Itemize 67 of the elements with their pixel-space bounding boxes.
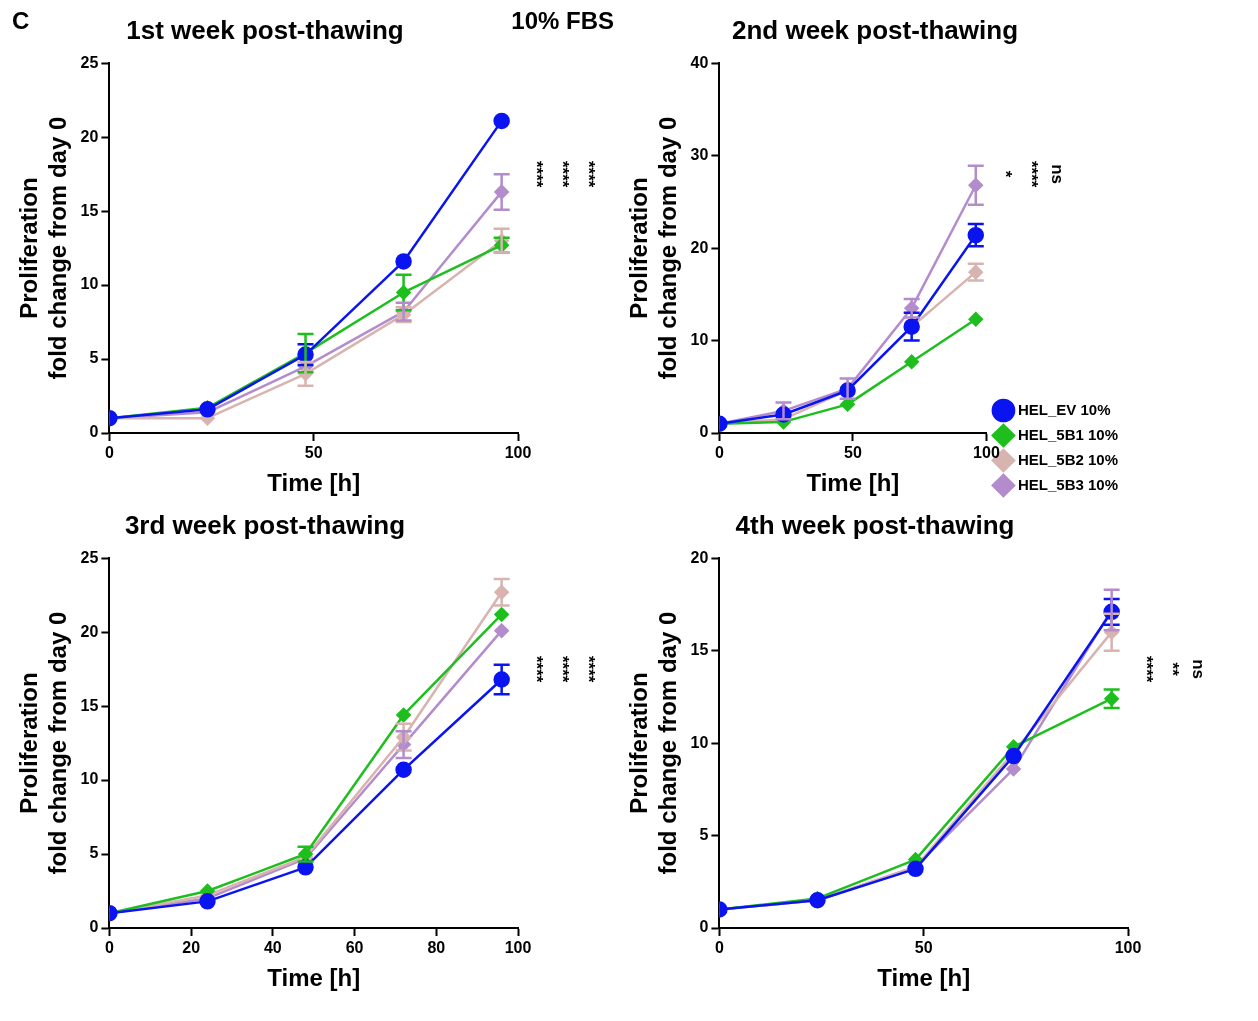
y-tick-label: 20 <box>690 238 709 256</box>
x-tick-label: 100 <box>504 939 532 957</box>
y-tick-label: 20 <box>80 127 99 145</box>
y-tick-label: 5 <box>89 844 99 862</box>
y-tick-label: 0 <box>89 918 99 936</box>
text: **** <box>1137 655 1157 683</box>
x-tick-label: 100 <box>1114 939 1142 957</box>
y-tick-label: 5 <box>89 349 99 367</box>
y-tick-label: 15 <box>690 641 709 659</box>
x-tick-label: 80 <box>427 939 446 957</box>
legend-label: HEL_5B3 10% <box>1017 475 1119 493</box>
y-tick-label: 0 <box>699 423 709 441</box>
x-tick-label: 0 <box>714 939 724 957</box>
y-tick-label: 30 <box>690 146 709 164</box>
y-axis-title: Proliferation fold change from day 0 <box>15 116 71 380</box>
y-tick-label: 15 <box>80 201 99 219</box>
chart-title: 3rd week post-thawing <box>124 509 406 540</box>
legend-label: HEL_5B2 10% <box>1017 450 1119 468</box>
text: **** <box>579 655 599 683</box>
x-tick-label: 0 <box>714 444 724 462</box>
y-tick-label: 10 <box>690 733 709 751</box>
text: **** <box>553 655 573 683</box>
text: **** <box>1021 160 1041 188</box>
x-tick-label: 50 <box>304 444 323 462</box>
x-axis-title: Time [h] <box>806 469 900 497</box>
x-axis-title: Time [h] <box>267 964 361 992</box>
y-tick-label: 25 <box>80 548 99 566</box>
y-tick-label: 10 <box>80 275 99 293</box>
x-tick-label: 50 <box>914 939 933 957</box>
text: C <box>12 6 30 34</box>
x-tick-label: 50 <box>844 444 862 462</box>
y-tick-label: 15 <box>80 696 99 714</box>
x-tick-label: 0 <box>104 939 114 957</box>
text: ns <box>1189 659 1209 680</box>
x-axis-title: Time [h] <box>267 469 361 497</box>
x-tick-label: 60 <box>345 939 364 957</box>
y-tick-label: 10 <box>690 330 709 348</box>
y-tick-label: 0 <box>89 423 99 441</box>
x-tick-label: 40 <box>263 939 282 957</box>
text: 10% FBS <box>511 6 614 34</box>
y-tick-label: 25 <box>80 53 99 71</box>
text: * <box>995 170 1015 178</box>
chart-title: 4th week post-thawing <box>735 509 1015 540</box>
y-axis-title: Proliferation fold change from day 0 <box>15 611 71 875</box>
x-axis-title: Time [h] <box>877 964 971 992</box>
chart-title: 2nd week post-thawing <box>731 14 1019 45</box>
text: **** <box>527 655 547 683</box>
x-tick-label: 0 <box>104 444 114 462</box>
chart-title: 1st week post-thawing <box>126 14 404 45</box>
text: ** <box>1163 662 1183 677</box>
y-tick-label: 20 <box>80 622 99 640</box>
legend-label: HEL_5B1 10% <box>1017 425 1119 443</box>
y-tick-label: 0 <box>699 918 709 936</box>
text: ns <box>1047 164 1067 185</box>
text: **** <box>527 160 547 188</box>
y-axis-title: Proliferation fold change from day 0 <box>625 116 681 380</box>
legend-label: HEL_EV 10% <box>1017 400 1111 418</box>
y-tick-label: 40 <box>690 53 709 71</box>
y-tick-label: 10 <box>80 770 99 788</box>
y-tick-label: 20 <box>690 548 709 566</box>
y-axis-title: Proliferation fold change from day 0 <box>625 611 681 875</box>
x-tick-label: 20 <box>182 939 201 957</box>
x-tick-label: 100 <box>504 444 532 462</box>
text: **** <box>579 160 599 188</box>
y-tick-label: 5 <box>699 825 709 843</box>
text: **** <box>553 160 573 188</box>
x-tick-label: 100 <box>973 444 1000 462</box>
